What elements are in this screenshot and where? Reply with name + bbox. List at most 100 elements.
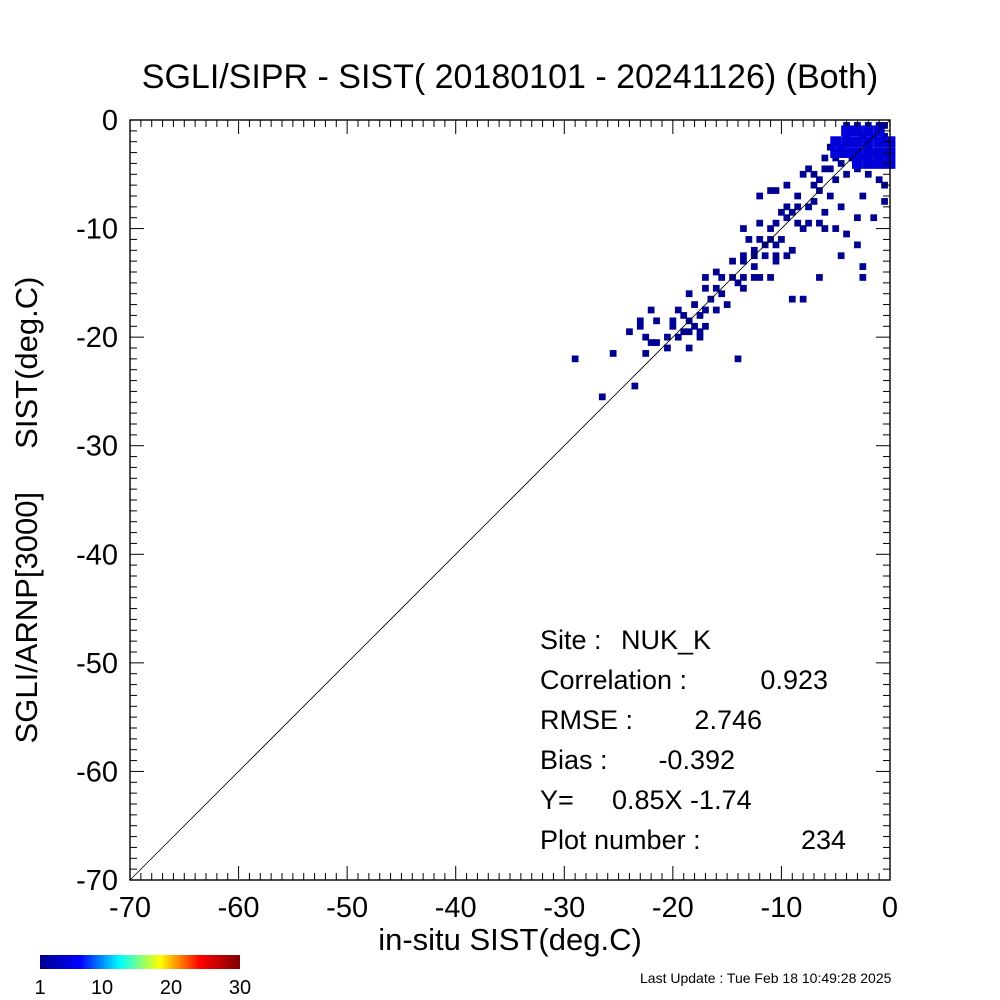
data-cell (826, 165, 834, 173)
stat-label: Bias : (540, 745, 608, 775)
data-cell (696, 312, 704, 319)
data-cell (837, 160, 845, 167)
data-cell (864, 170, 872, 178)
data-cell (702, 274, 709, 281)
data-cell (674, 333, 682, 341)
dense-cell (862, 158, 874, 169)
data-cell (571, 355, 579, 363)
data-cell (859, 274, 867, 281)
y-tick-label: -40 (76, 539, 118, 571)
dense-cell (873, 136, 885, 148)
data-cell (788, 295, 796, 303)
colorbar-gradient (40, 955, 240, 969)
data-cells (571, 122, 896, 401)
data-cell (674, 306, 682, 314)
data-cell (685, 344, 693, 352)
dense-cell (852, 158, 863, 169)
data-cell (799, 295, 807, 303)
stat-label: Y= (540, 785, 574, 815)
data-cell (712, 306, 720, 314)
data-cell (767, 187, 774, 194)
stat-value: 234 (801, 825, 846, 855)
data-cell (756, 219, 764, 227)
data-cell (664, 344, 671, 352)
colorbar-tick-label: 20 (160, 977, 182, 999)
data-cell (740, 225, 747, 232)
colorbar: 1 10 20 30 (34, 955, 251, 999)
data-cell (740, 284, 747, 292)
data-cell (788, 208, 796, 216)
stat-value: NUK_K (621, 625, 711, 655)
x-axis: -70 -60 -50 -40 -30 -20 -10 0 (109, 892, 898, 924)
data-cell (729, 257, 736, 265)
data-cell (631, 382, 639, 390)
data-cell (772, 187, 780, 194)
data-cell (669, 317, 677, 325)
data-cell (875, 176, 883, 184)
data-cell (740, 257, 747, 265)
dense-cell (830, 147, 842, 158)
dense-cell (873, 147, 885, 158)
y-tick-label: 0 (102, 105, 118, 137)
data-cell (794, 203, 802, 211)
data-cell (767, 274, 774, 281)
data-cell (805, 219, 812, 227)
data-cell (718, 274, 726, 281)
data-cell (810, 181, 818, 189)
data-cell (734, 355, 742, 363)
data-cell (750, 263, 758, 270)
data-cell (664, 333, 671, 341)
data-cell (783, 252, 791, 260)
y-tick-label: -70 (76, 865, 118, 897)
dense-cell (862, 147, 874, 158)
data-cell (870, 214, 878, 222)
x-tick-label: -20 (652, 892, 694, 924)
dense-cell (841, 125, 852, 137)
x-tick-label: -60 (218, 892, 260, 924)
data-cell (810, 170, 818, 178)
data-cell (702, 306, 709, 314)
stat-label: Correlation : (540, 665, 687, 695)
data-cell (837, 203, 845, 211)
data-cell (653, 339, 660, 346)
stat-label: Site : (540, 625, 602, 655)
data-cell (609, 350, 617, 357)
y-tick-label: -60 (76, 756, 118, 788)
x-tick-label: -70 (109, 892, 151, 924)
data-cell (756, 274, 764, 281)
dense-cell (862, 125, 874, 137)
x-tick-label: -10 (760, 892, 802, 924)
data-cell (756, 192, 764, 200)
data-cell (685, 290, 693, 298)
data-cell (821, 208, 829, 216)
data-cell (723, 301, 731, 308)
data-cell (772, 241, 780, 249)
data-cell (832, 225, 840, 232)
data-cell (816, 176, 823, 184)
x-tick-label: -30 (543, 892, 585, 924)
data-cell (783, 181, 791, 189)
data-cell (680, 328, 688, 336)
data-cell (843, 230, 850, 238)
data-cell (826, 192, 834, 200)
data-cell (859, 192, 867, 200)
data-cell (598, 393, 606, 401)
data-cell (881, 198, 888, 205)
data-cell (837, 252, 845, 260)
data-cell (816, 274, 823, 281)
y-axis-label: SGLI/ARNP[3000] SIST(deg.C) (9, 277, 44, 744)
data-cell (718, 290, 726, 298)
data-cell (696, 328, 704, 336)
chart-title: SGLI/SIPR - SIST( 20180101 - 20241126) (… (142, 58, 878, 96)
data-cell (832, 176, 840, 184)
y-tick-label: -30 (76, 431, 118, 463)
data-cell (821, 165, 829, 173)
colorbar-tick-label: 10 (91, 977, 113, 999)
data-cell (734, 279, 742, 287)
data-cell (685, 328, 693, 336)
data-cell (821, 225, 829, 232)
data-cell (745, 236, 753, 243)
data-cell (799, 225, 807, 232)
data-cell (712, 284, 720, 292)
data-cell (636, 322, 644, 330)
